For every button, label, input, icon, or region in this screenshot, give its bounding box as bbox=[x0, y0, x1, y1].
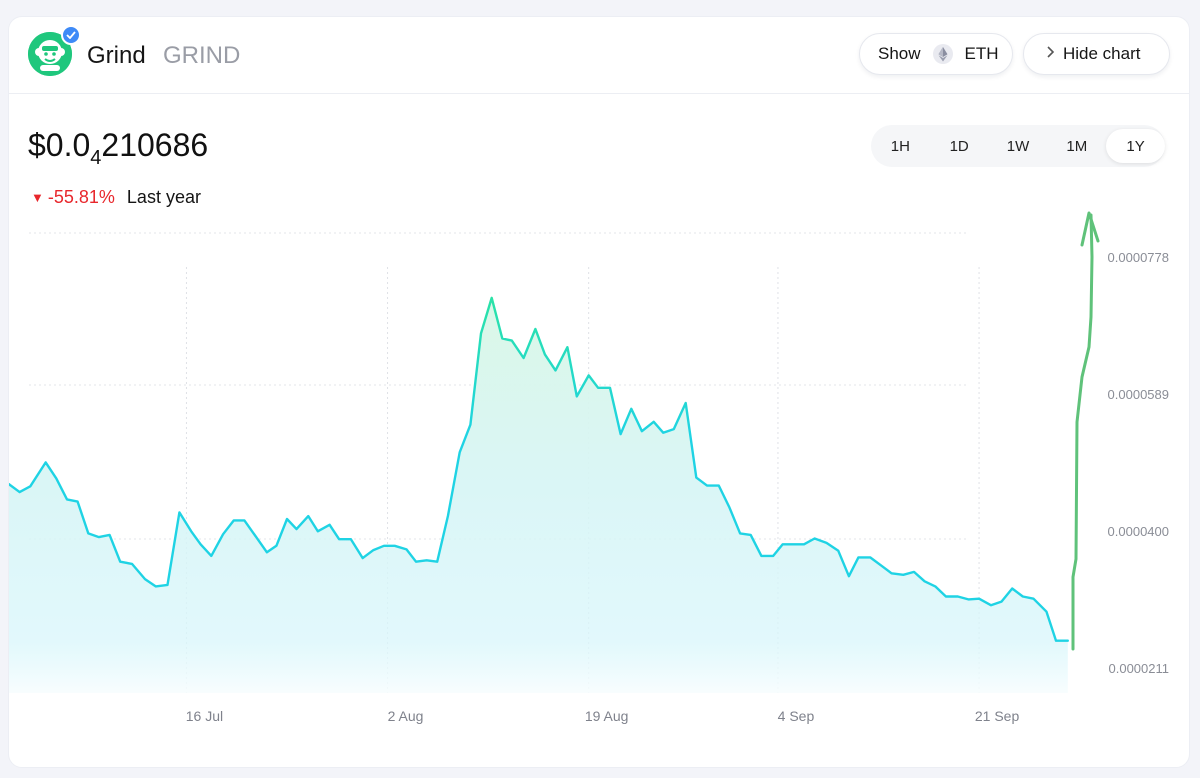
currency-label: ETH bbox=[964, 44, 999, 63]
price-change: ▼ -55.81% Last year bbox=[31, 187, 201, 208]
hide-chart-button[interactable]: Hide chart bbox=[1023, 33, 1170, 75]
x-tick-label: 19 Aug bbox=[585, 708, 629, 724]
y-tick-label: 0.0000778 bbox=[1108, 250, 1169, 265]
token-name: Grind bbox=[87, 42, 146, 69]
x-tick-label: 16 Jul bbox=[186, 708, 223, 724]
price-prefix: $0.0 bbox=[28, 127, 91, 163]
token-symbol: GRIND bbox=[163, 42, 241, 69]
change-period: Last year bbox=[126, 187, 201, 207]
price-chart: 0.0000778 0.0000589 0.0000400 0.0000211 16 … bbox=[9, 211, 1169, 724]
x-tick-label: 4 Sep bbox=[778, 708, 815, 724]
chart-header: Grind GRIND Show ETH Hide chart bbox=[9, 17, 1189, 94]
eth-icon bbox=[932, 44, 953, 64]
x-axis-labels: 16 Jul 2 Aug 19 Aug 4 Sep 21 Sep bbox=[186, 708, 1020, 724]
range-1y[interactable]: 1Y bbox=[1106, 129, 1165, 163]
range-1w[interactable]: 1W bbox=[1006, 137, 1030, 155]
show-label: Show bbox=[878, 44, 921, 63]
price-digits: 210686 bbox=[101, 127, 209, 163]
y-axis-labels: 0.0000778 0.0000589 0.0000400 0.0000211 bbox=[1108, 250, 1169, 676]
annotation-arrow bbox=[1071, 211, 1100, 651]
x-tick-label: 21 Sep bbox=[975, 708, 1020, 724]
y-tick-label: 0.0000589 bbox=[1108, 387, 1169, 402]
range-1h[interactable]: 1H bbox=[890, 137, 910, 155]
annotation-arrow-head bbox=[1080, 211, 1100, 247]
annotation-arrow-shaft bbox=[1071, 213, 1094, 651]
show-eth-button[interactable]: Show ETH bbox=[859, 33, 1013, 75]
down-triangle-icon: ▼ bbox=[31, 190, 44, 205]
x-tick-label: 2 Aug bbox=[388, 708, 424, 724]
chevron-right-icon bbox=[1046, 45, 1055, 63]
token-chart-card: 0.0000778 0.0000589 0.0000400 0.0000211 16 … bbox=[8, 16, 1190, 768]
range-1d[interactable]: 1D bbox=[949, 137, 969, 155]
current-price: $0.04210686 bbox=[28, 127, 209, 169]
y-tick-label: 0.0000400 bbox=[1108, 524, 1169, 539]
hide-chart-label: Hide chart bbox=[1063, 44, 1141, 63]
y-tick-label: 0.0000211 bbox=[1109, 661, 1170, 676]
chart-area-fill bbox=[9, 297, 1068, 693]
change-percent: -55.81% bbox=[47, 187, 115, 207]
time-range-selector: 1H 1D 1W 1M 1Y bbox=[871, 125, 1165, 167]
verified-check-icon bbox=[61, 25, 81, 45]
price-zero-count: 4 bbox=[90, 147, 102, 169]
range-1m[interactable]: 1M bbox=[1066, 137, 1088, 155]
chart-price-line bbox=[9, 296, 1069, 642]
